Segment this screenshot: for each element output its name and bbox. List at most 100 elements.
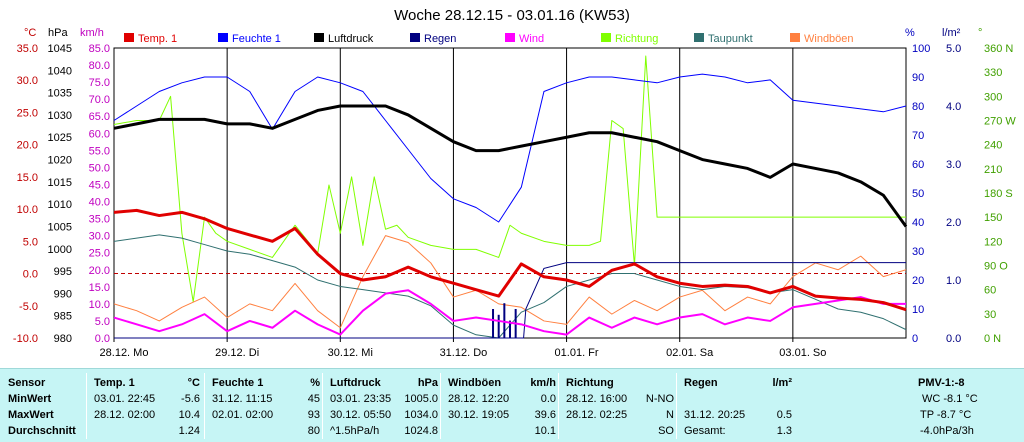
max-time: 30.12. 19:05: [448, 409, 510, 421]
rain-tick-label: 3.0: [946, 159, 961, 171]
rain-tick-label: 5.0: [946, 43, 961, 55]
max-value: 0.5: [776, 409, 792, 421]
min-time: 03.01. 22:45: [94, 393, 156, 405]
avg-label: ^1.5hPa/h: [330, 425, 380, 437]
rain-unit: l/m²: [942, 27, 961, 39]
x-tick-label: 28.12. Mo: [100, 347, 149, 359]
humidity-tick-label: 0: [912, 333, 918, 345]
wind-tick-label: 35.0: [89, 214, 110, 226]
avg-value: 1.24: [178, 425, 200, 437]
chart-title: Woche 28.12.15 - 03.01.16 (KW53): [394, 7, 630, 24]
x-tick-label: 30.12. Mi: [328, 347, 373, 359]
direction-tick-label: 270 W: [984, 116, 1016, 128]
direction-tick-label: 0 N: [984, 333, 1001, 345]
group-title: Richtung: [566, 377, 614, 389]
column-separator: [440, 373, 441, 439]
series-windb-en-line: [113, 235, 907, 329]
group-title: Feuchte 1: [212, 377, 264, 389]
series-feuchte-1-line: [113, 73, 907, 223]
wind-tick-label: 15.0: [89, 282, 110, 294]
legend-swatch: [601, 33, 611, 42]
rain-tick-label: 2.0: [946, 217, 961, 229]
direction-tick-label: 330: [984, 67, 1002, 79]
direction-tick-label: 90 O: [984, 261, 1008, 273]
min-value: -5.6: [181, 393, 200, 405]
pressure-tick-label: 1025: [48, 132, 72, 144]
direction-tick-label: 60: [984, 285, 996, 297]
group-unit: %: [310, 377, 320, 389]
group-title: Temp. 1: [94, 377, 135, 389]
max-value: 93: [307, 409, 320, 421]
legend-swatch: [505, 33, 515, 42]
group-unit: l/m²: [772, 377, 792, 389]
min-time: 03.01. 23:35: [330, 393, 392, 405]
pmv-trend: -4.0hPa/3h: [920, 425, 974, 437]
min-time: 28.12. 12:20: [448, 393, 510, 405]
avg-value: SO: [658, 425, 674, 437]
row-label-min: MinWert: [8, 393, 52, 405]
pressure-tick-label: 985: [54, 311, 72, 323]
min-value: N-NO: [645, 393, 674, 405]
min-time: 31.12. 11:15: [212, 393, 273, 405]
max-time: 02.01. 02:00: [212, 409, 274, 421]
x-tick-label: 03.01. So: [779, 347, 826, 359]
x-tick-label: 29.12. Di: [215, 347, 259, 359]
legend-swatch: [124, 33, 134, 42]
max-value: N: [666, 409, 674, 421]
column-separator: [676, 373, 677, 439]
rain-tick-label: 0.0: [946, 333, 961, 345]
wind-tick-label: 85.0: [89, 43, 110, 55]
legend-swatch: [790, 33, 800, 42]
humidity-tick-label: 80: [912, 101, 924, 113]
wind-tick-label: 40.0: [89, 197, 110, 209]
group-unit: km/h: [530, 377, 556, 389]
weather-chart: 35.0 30.0 25.0 20.0 15.0 10.0 5.0 0.0 -5.0 -10.0 1…: [13, 7, 1016, 359]
avg-value: 80: [307, 425, 320, 437]
temp-tick-label: 10.0: [17, 204, 38, 216]
wind-tick-label: 60.0: [89, 128, 110, 140]
temp-tick-label: 25.0: [17, 107, 38, 119]
avg-value: 1024.8: [404, 425, 438, 437]
row-label-avg: Durchschnitt: [8, 425, 76, 437]
pressure-tick-label: 1045: [48, 43, 72, 55]
legend-label: Richtung: [615, 33, 658, 45]
direction-tick-label: 240: [984, 140, 1002, 152]
legend-swatch: [410, 33, 420, 42]
series-temp-1-line: [113, 208, 907, 312]
pmv-dewpoint: TP -8.7 °C: [920, 409, 972, 421]
humidity-tick-label: 30: [912, 246, 924, 258]
series-regen-line: [114, 262, 906, 339]
pressure-tick-label: 1000: [48, 244, 72, 256]
wind-tick-label: 80.0: [89, 60, 110, 72]
min-value: 0.0: [540, 393, 556, 405]
wind-tick-label: 5.0: [95, 316, 110, 328]
x-tick-label: 31.12. Do: [440, 347, 488, 359]
pressure-tick-label: 980: [54, 333, 72, 345]
humidity-tick-label: 10: [912, 304, 924, 316]
legend-label: Taupunkt: [708, 33, 753, 45]
x-tick-label: 01.01. Fr: [555, 347, 599, 359]
column-separator: [558, 373, 559, 439]
wind-tick-label: 55.0: [89, 145, 110, 157]
max-time: 28.12. 02:00: [94, 409, 156, 421]
direction-tick-label: 120: [984, 236, 1002, 248]
pressure-unit: hPa: [48, 27, 68, 39]
legend-swatch: [314, 33, 324, 42]
pressure-tick-label: 1040: [48, 65, 72, 77]
temp-tick-label: 30.0: [17, 75, 38, 87]
min-time: 28.12. 16:00: [566, 393, 628, 405]
humidity-tick-label: 50: [912, 188, 924, 200]
wind-unit: km/h: [80, 27, 104, 39]
temp-tick-label: 35.0: [17, 43, 38, 55]
rain-tick-label: 1.0: [946, 275, 961, 287]
series-luftdruck-line: [113, 104, 908, 228]
min-value: 1005.0: [404, 393, 438, 405]
wind-tick-label: 50.0: [89, 162, 110, 174]
group-title: Regen: [684, 377, 718, 389]
direction-tick-label: 30: [984, 309, 996, 321]
plot-area: [113, 47, 907, 339]
temp-tick-label: 15.0: [17, 172, 38, 184]
max-value: 1034.0: [404, 409, 438, 421]
humidity-unit: %: [905, 27, 915, 39]
row-label-sensor: Sensor: [8, 377, 46, 389]
